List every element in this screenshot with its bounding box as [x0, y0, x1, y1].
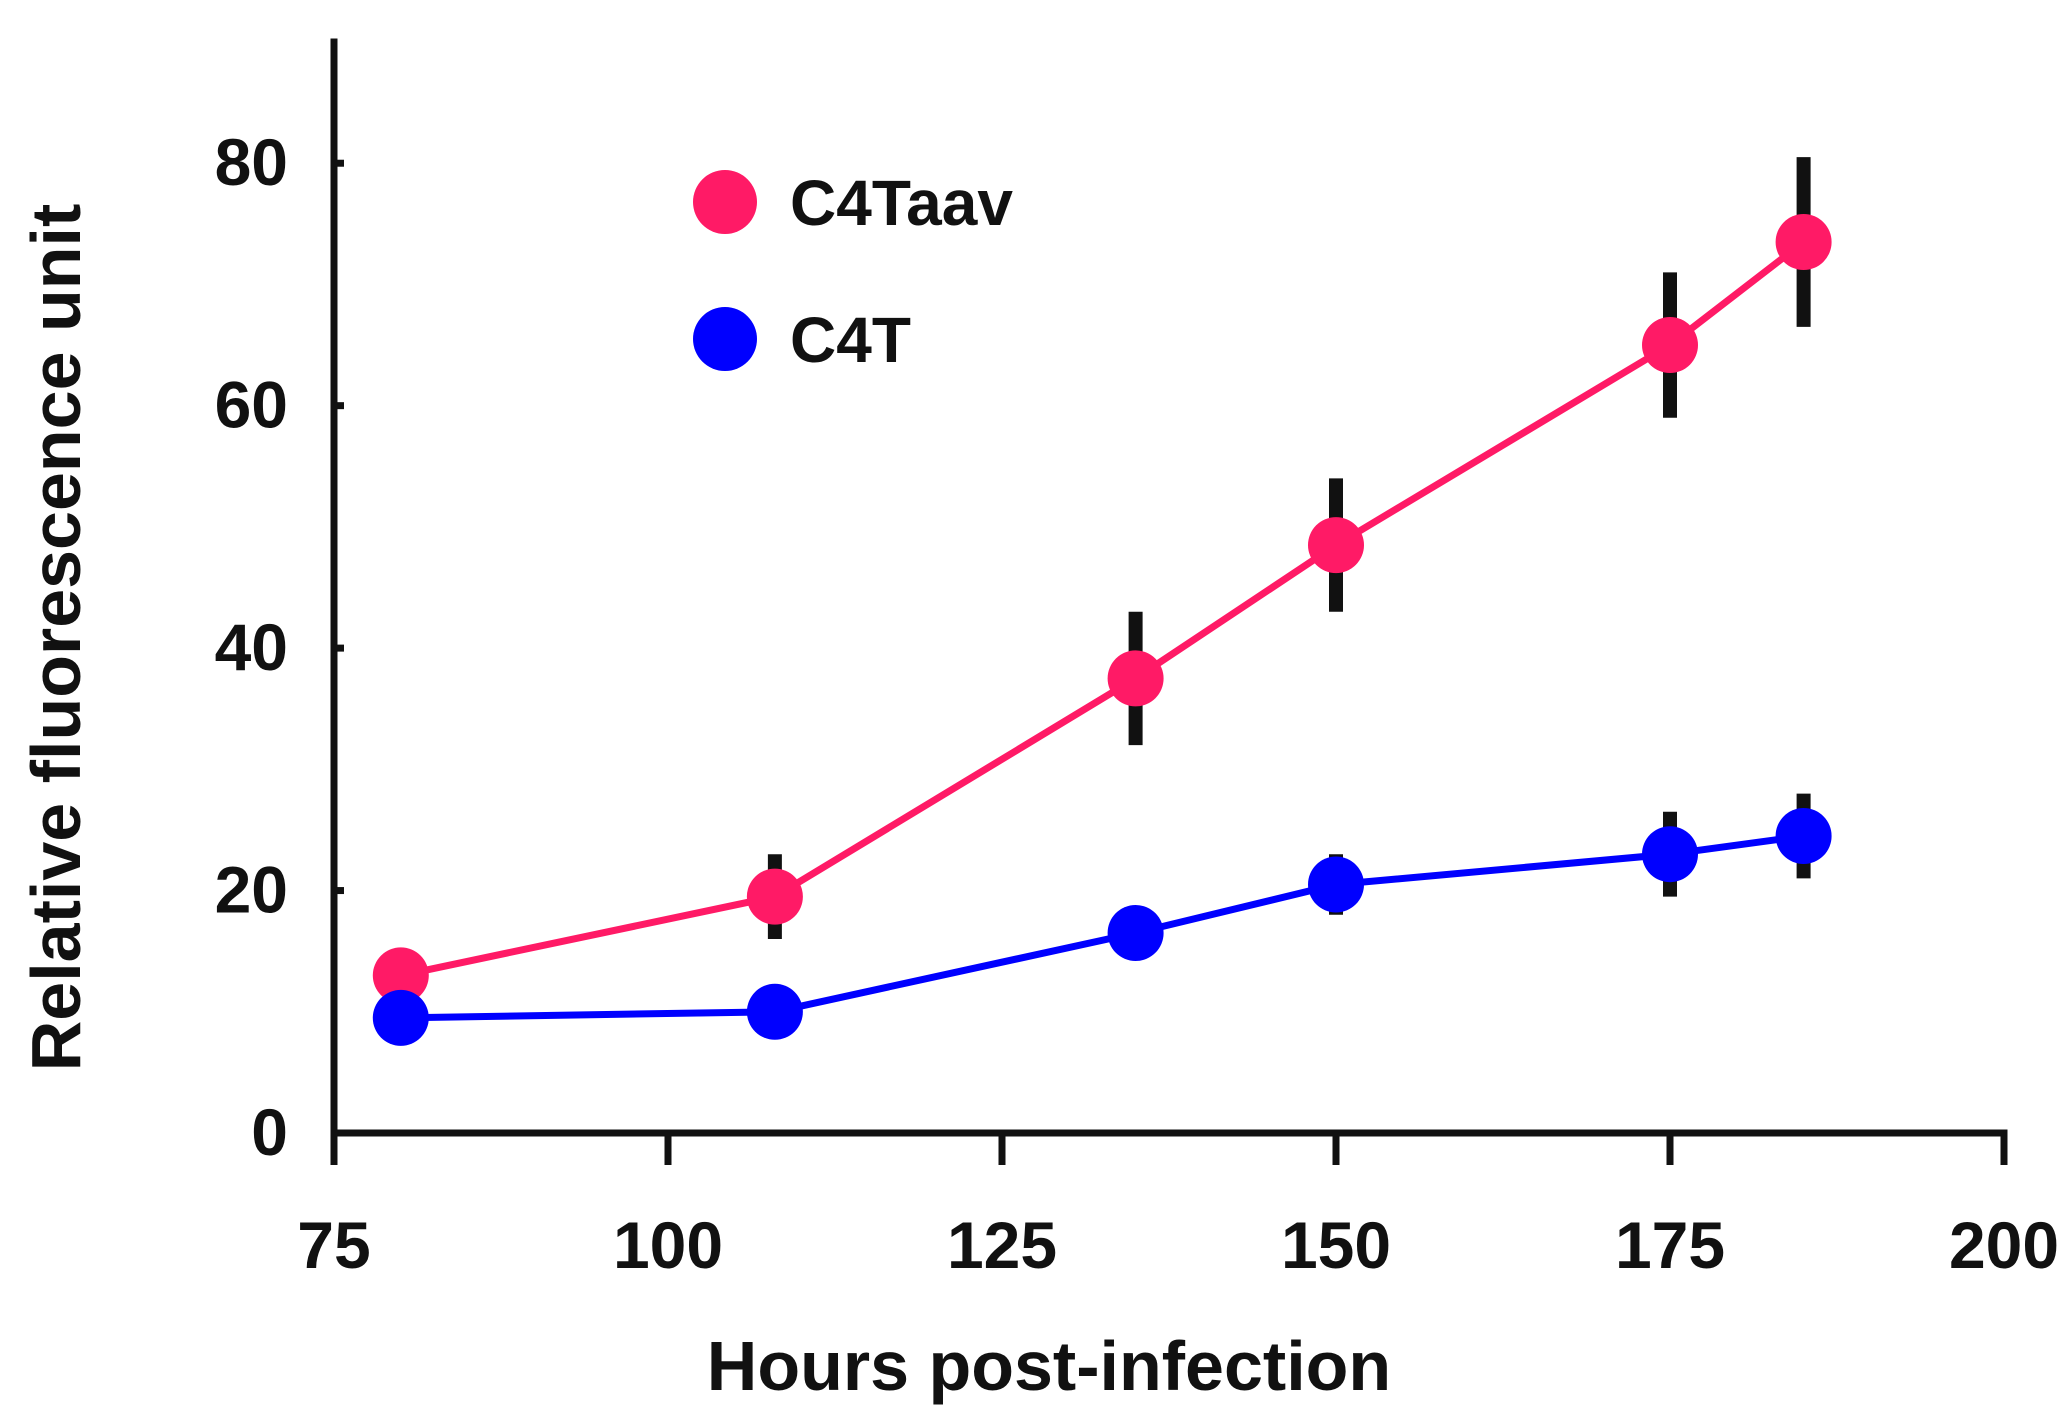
y-tick-label: 0 — [251, 1095, 288, 1169]
legend: C4Taav C4T — [693, 167, 1013, 376]
series-layer — [372, 157, 1832, 1046]
data-point — [1107, 650, 1164, 707]
series-c4t — [372, 793, 1832, 1046]
x-tick-label: 100 — [613, 1208, 723, 1282]
x-tick-label: 150 — [1281, 1208, 1391, 1282]
axes — [330, 38, 2008, 1137]
x-tick-label: 75 — [297, 1208, 370, 1282]
data-point — [746, 868, 803, 925]
y-tick-label: 20 — [215, 853, 288, 927]
series-c4taav — [372, 157, 1832, 1004]
x-tick-label: 125 — [947, 1208, 1057, 1282]
data-point — [746, 983, 803, 1040]
series-line — [400, 239, 1806, 979]
y-axis-title: Relative fluorescence unit — [17, 204, 95, 1072]
data-point — [1642, 317, 1698, 374]
y-tick-label: 40 — [215, 610, 288, 684]
data-point — [1308, 856, 1364, 913]
legend-marker — [693, 170, 757, 234]
legend-label: C4Taav — [790, 167, 1013, 239]
data-point — [372, 989, 429, 1046]
ticks: 0 20 40 60 80 75 100 125 150 175 200 — [215, 125, 2059, 1282]
x-tick-label: 175 — [1615, 1208, 1725, 1282]
data-point — [1107, 904, 1164, 961]
data-point — [1308, 517, 1364, 574]
data-point — [1642, 826, 1698, 883]
y-tick-label: 80 — [215, 125, 288, 199]
x-axis-title: Hours post-infection — [707, 1327, 1391, 1405]
data-point — [372, 947, 429, 1004]
data-point — [1775, 808, 1832, 865]
series-line — [400, 832, 1805, 1022]
legend-label: C4T — [790, 304, 911, 376]
y-tick-label: 60 — [215, 368, 288, 442]
data-point — [1775, 214, 1832, 271]
x-tick-label: 200 — [1949, 1208, 2059, 1282]
legend-marker — [693, 307, 757, 371]
